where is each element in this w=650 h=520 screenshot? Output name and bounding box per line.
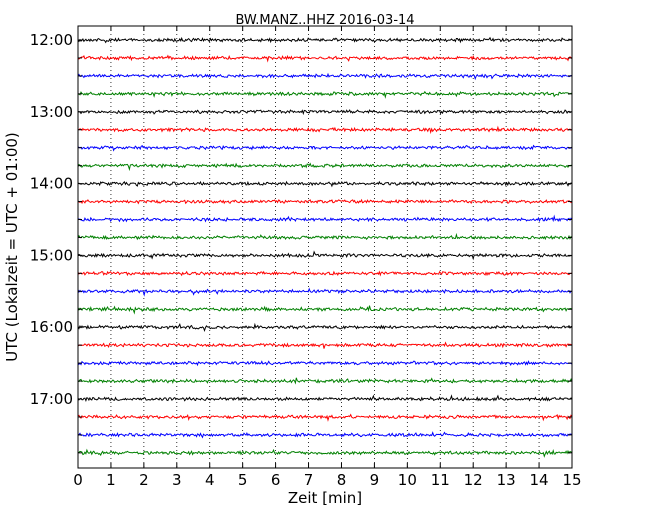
x-tick-label: 2 [139,471,149,489]
y-tick-label: 15:00 [30,246,73,264]
plot-frame [77,25,573,469]
trace-1415 [77,198,573,205]
trace-1600 [77,322,573,332]
trace-1330 [77,144,573,152]
trace-1230 [77,72,573,81]
chart-title: BW.MANZ..HHZ 2016-03-14 [235,13,414,28]
x-tick-label: 10 [398,471,417,489]
trace-1730 [77,431,573,439]
x-tick-label: 0 [73,471,83,489]
trace-1645 [77,377,573,385]
seismogram-traces [77,36,573,458]
x-tick-label: 9 [370,471,380,489]
trace-1630 [77,360,573,367]
x-tick-label: 8 [337,471,347,489]
x-axis-label: Zeit [min] [288,489,362,507]
x-tick-labels: 0 1 2 3 4 5 6 7 8 9 10 11 12 13 14 15 [73,471,581,489]
trace-1715 [77,413,573,422]
trace-1430 [77,214,573,223]
trace-1400 [77,180,573,188]
trace-1615 [77,341,573,349]
x-tick-label: 3 [172,471,182,489]
trace-1345 [77,162,573,172]
trace-1515 [77,270,573,277]
x-tick-label: 15 [562,471,581,489]
trace-1200 [77,36,573,44]
trace-1300 [77,109,573,116]
x-tick-label: 14 [530,471,549,489]
trace-1445 [77,232,573,241]
x-tick-label: 6 [271,471,281,489]
y-tick-label: 13:00 [30,103,73,121]
trace-1215 [77,54,573,63]
trace-1545 [77,305,573,315]
trace-1700 [77,394,573,403]
x-tick-label: 4 [205,471,215,489]
trace-1745 [77,448,572,458]
grid-lines [110,26,540,468]
x-tick-label: 7 [304,471,314,489]
y-axis-label: UTC (Lokalzeit = UTC + 01:00) [3,132,21,362]
trace-1500 [77,250,573,261]
x-tick-label: 5 [238,471,248,489]
trace-1530 [77,287,573,297]
x-tick-label: 1 [106,471,116,489]
axis-ticks [77,26,573,468]
y-tick-label: 12:00 [30,31,73,49]
x-tick-label: 12 [464,471,483,489]
y-tick-label: 14:00 [30,175,73,193]
y-tick-label: 16:00 [30,318,73,336]
x-tick-label: 11 [431,471,450,489]
y-tick-labels: 12:00 13:00 14:00 15:00 16:00 17:00 [30,31,73,408]
trace-1315 [78,125,573,135]
y-tick-label: 17:00 [30,390,73,408]
trace-1245 [77,90,573,99]
x-tick-label: 13 [497,471,516,489]
